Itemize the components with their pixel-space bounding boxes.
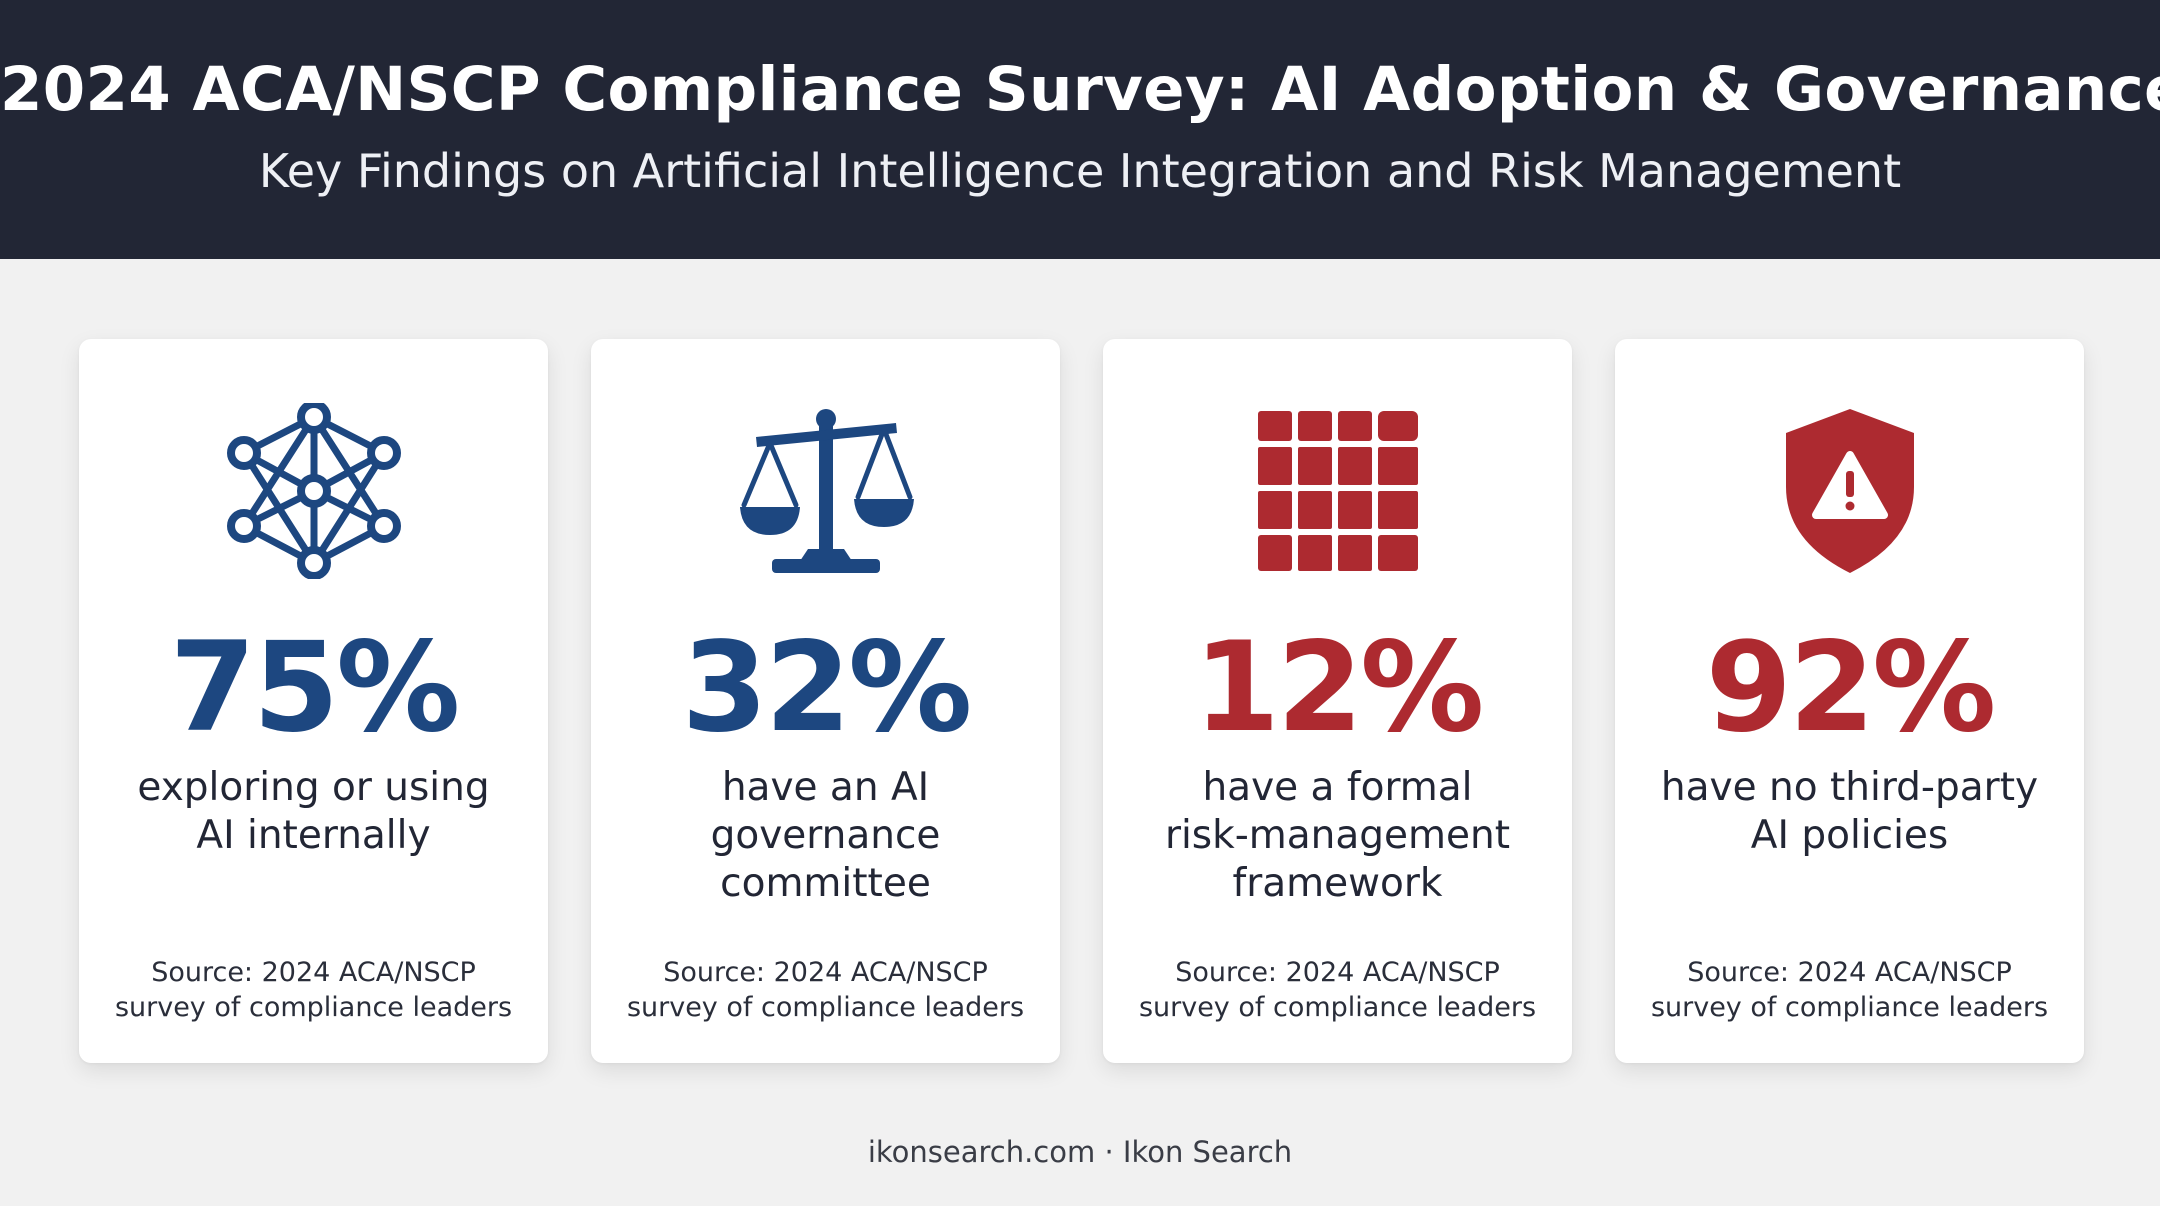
stat-description-line: governance	[710, 813, 941, 858]
stat-description-line: exploring or using	[137, 765, 490, 810]
grid-matrix-icon	[1250, 403, 1426, 579]
stat-value: 75%	[169, 616, 461, 760]
source-line: survey of compliance leaders	[626, 992, 1025, 1023]
shield-warning-icon	[1762, 403, 1938, 579]
stat-description-line: have no third-party	[1660, 765, 2039, 810]
source-line: survey of compliance leaders	[1650, 992, 2049, 1023]
stat-description: have no third-party AI policies	[1635, 764, 2064, 860]
source-note: Source: 2024 ACA/NSCP survey of complian…	[1625, 955, 2074, 1025]
stat-description: exploring or using AI internally	[99, 764, 528, 860]
source-line: survey of compliance leaders	[114, 992, 513, 1023]
source-note: Source: 2024 ACA/NSCP survey of complian…	[89, 955, 538, 1025]
stat-description-line: committee	[720, 861, 931, 906]
source-line: Source: 2024 ACA/NSCP	[151, 957, 476, 988]
page-title: 2024 ACA/NSCP Compliance Survey: AI Adop…	[0, 54, 2160, 125]
page-subtitle: Key Findings on Artificial Intelligence …	[258, 144, 1902, 198]
stat-card-ai-usage: 75% exploring or using AI internally Sou…	[79, 339, 548, 1063]
header-banner: 2024 ACA/NSCP Compliance Survey: AI Adop…	[0, 0, 2160, 259]
footer-credit: ikonsearch.com · Ikon Search	[867, 1135, 1293, 1169]
stat-value: 92%	[1705, 616, 1997, 760]
stat-description: have an AI governance committee	[611, 764, 1040, 908]
source-line: Source: 2024 ACA/NSCP	[663, 957, 988, 988]
scales-icon	[738, 403, 914, 579]
stat-card-third-party-policies: 92% have no third-party AI policies Sour…	[1615, 339, 2084, 1063]
source-note: Source: 2024 ACA/NSCP survey of complian…	[1113, 955, 1562, 1025]
stat-card-governance-committee: 32% have an AI governance committee Sour…	[591, 339, 1060, 1063]
stat-description-line: have an AI	[721, 765, 930, 810]
stat-description: have a formal risk-management framework	[1123, 764, 1552, 908]
stat-value: 32%	[681, 616, 973, 760]
source-line: Source: 2024 ACA/NSCP	[1175, 957, 1500, 988]
stat-card-risk-framework: 12% have a formal risk-management framew…	[1103, 339, 1572, 1063]
stat-description-line: AI policies	[1750, 813, 1949, 858]
stat-description-line: framework	[1232, 861, 1443, 906]
stat-description-line: AI internally	[196, 813, 431, 858]
source-line: Source: 2024 ACA/NSCP	[1687, 957, 2012, 988]
source-note: Source: 2024 ACA/NSCP survey of complian…	[601, 955, 1050, 1025]
stat-value: 12%	[1193, 616, 1485, 760]
neural-network-icon	[226, 403, 402, 579]
stat-description-line: risk-management	[1164, 813, 1511, 858]
source-line: survey of compliance leaders	[1138, 992, 1537, 1023]
stat-description-line: have a formal	[1202, 765, 1473, 810]
